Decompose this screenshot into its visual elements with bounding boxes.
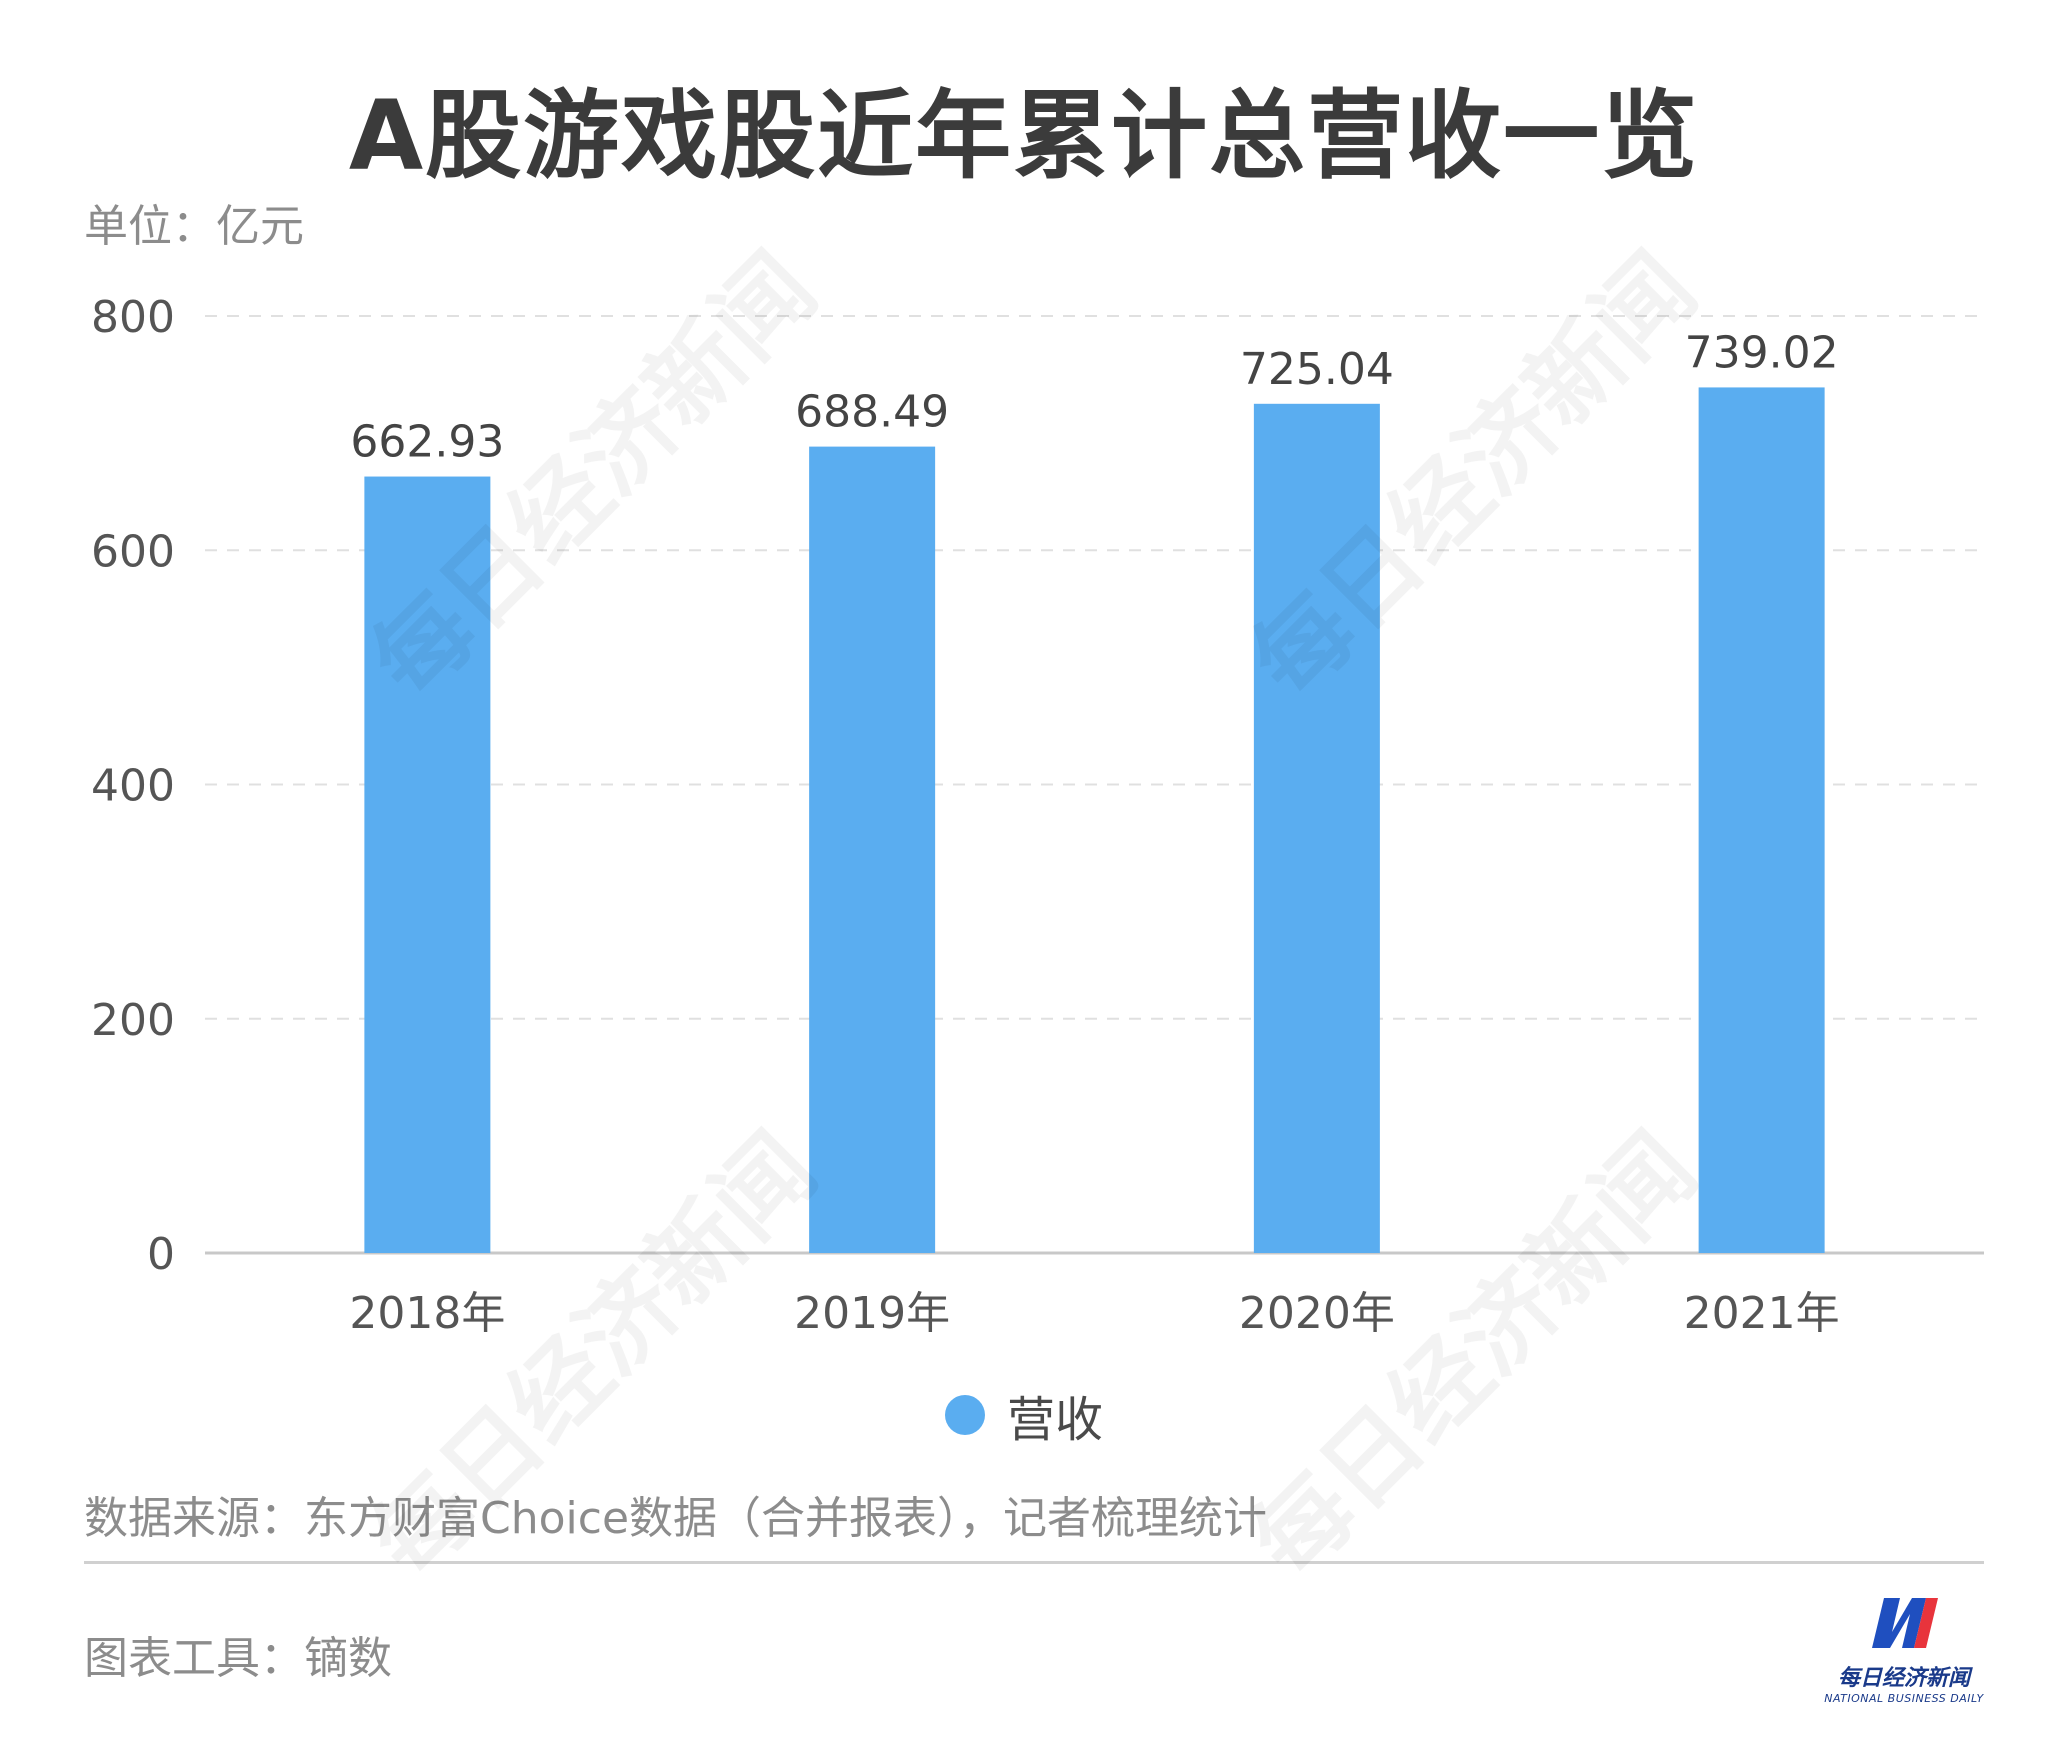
y-tick-label: 800: [91, 292, 175, 343]
bar: [1698, 387, 1825, 1253]
y-tick-label: 200: [91, 995, 175, 1046]
data-source: 数据来源：东方财富Choice数据（合并报表），记者梳理统计: [84, 1493, 1268, 1544]
data-label: 688.49: [795, 387, 949, 438]
data-label: 739.02: [1685, 327, 1839, 378]
bar-chart: 0 200 400 600 800 662.93 2018年 688.49 2019年 725.0…: [91, 292, 1984, 1339]
legend-label: 营收: [1006, 1392, 1103, 1448]
brand-name: 每日经济新闻: [1837, 1666, 1970, 1691]
x-tick-label: 2021年: [1684, 1288, 1840, 1339]
x-tick-label: 2018年: [349, 1288, 505, 1339]
bar: [809, 446, 936, 1253]
bar: [364, 476, 491, 1254]
brand-english: NATIONAL BUSINESS DAILY: [1824, 1692, 1984, 1705]
chart-title: A股游戏股近年累计总营收一览: [348, 80, 1700, 192]
y-tick-label: 0: [147, 1229, 175, 1280]
y-tick-label: 400: [91, 761, 175, 812]
x-tick-label: 2020年: [1239, 1288, 1395, 1339]
legend-marker: [944, 1395, 985, 1435]
bar: [1253, 403, 1380, 1254]
chart-tool: 图表工具：镝数: [84, 1633, 392, 1684]
divider: [84, 1561, 1984, 1564]
brand-mark-icon: [1872, 1598, 1938, 1648]
data-label: 725.04: [1240, 344, 1394, 395]
brand-logo: 每日经济新闻 NATIONAL BUSINESS DAILY: [1818, 1592, 1990, 1705]
unit-label: 单位：亿元: [84, 201, 304, 252]
data-label: 662.93: [350, 417, 504, 468]
y-tick-label: 600: [91, 526, 175, 577]
x-tick-label: 2019年: [794, 1288, 950, 1339]
legend: 营收: [0, 1380, 2048, 1450]
